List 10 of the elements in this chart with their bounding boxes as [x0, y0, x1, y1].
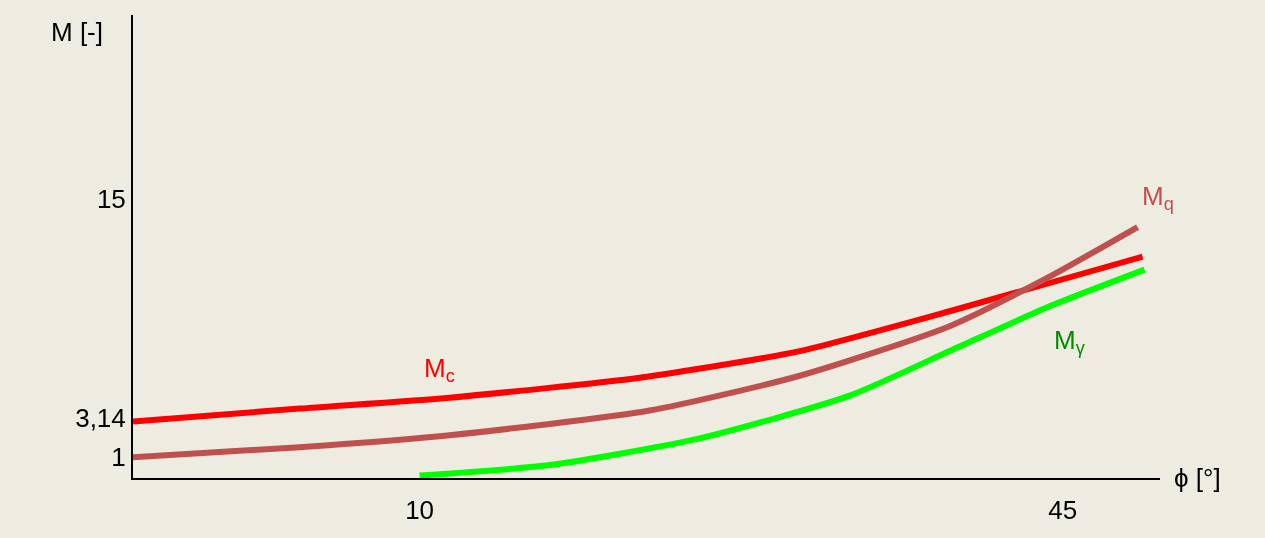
y-tick-label: 15: [96, 184, 126, 215]
series-label: M$_{c}$: [424, 353, 455, 387]
series-label: M$_{γ}$: [1054, 325, 1086, 359]
x-tick-label: 10: [405, 495, 435, 526]
y-tick-label: 1: [111, 442, 126, 473]
series-label: M$_{q}$: [1142, 181, 1174, 215]
x-tick-label: 45: [1048, 495, 1078, 526]
y-axis-title: M [-]: [51, 17, 103, 47]
x-axis-title: ϕ [°]: [1174, 463, 1221, 493]
y-tick-label: 3,14: [75, 402, 126, 433]
